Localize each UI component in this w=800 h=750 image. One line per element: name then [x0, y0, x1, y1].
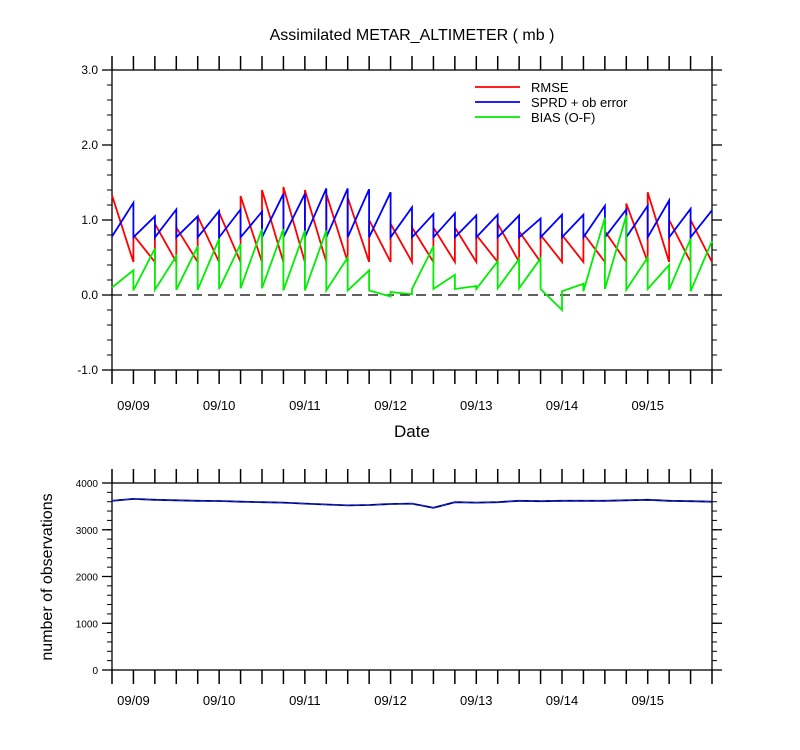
x-tick-label: 09/10: [203, 398, 236, 413]
y-tick-label: 3000: [76, 526, 99, 537]
y-tick-label: 1000: [76, 619, 99, 630]
x-tick-label: 09/14: [546, 398, 579, 413]
y-axis-label-observations: number of observations: [39, 493, 56, 660]
series-line-overlay: [111, 498, 713, 509]
legend-label: BIAS (O-F): [531, 110, 595, 125]
series-line-2: [111, 215, 713, 313]
bottom-axes: 09/09 09/10 09/11 09/12 09/13 09/14 09/15 4000 3…: [76, 469, 722, 708]
x-tick-label: 09/12: [374, 693, 407, 708]
chart-title: Assimilated METAR_ALTIMETER ( mb ): [270, 27, 555, 44]
x-tick-label: 09/15: [631, 693, 664, 708]
x-tick-label: 09/09: [117, 398, 150, 413]
x-tick-label: 09/15: [631, 398, 664, 413]
x-tick-label: 09/11: [289, 693, 321, 708]
x-tick-label: 09/11: [289, 398, 321, 413]
y-tick-label: 4000: [76, 479, 99, 490]
y-tick-label: 0.0: [81, 288, 98, 302]
y-tick-label: 0: [92, 666, 98, 677]
bottom-series: [111, 497, 713, 509]
x-tick-label: 09/12: [374, 398, 407, 413]
y-tick-label: -1.0: [77, 363, 98, 377]
y-tick-label: 1.0: [81, 213, 98, 227]
top-series: [111, 186, 713, 313]
y-tick-label: 2.0: [81, 138, 98, 152]
y-tick-label: 2000: [76, 573, 99, 584]
x-tick-label: 09/09: [117, 693, 150, 708]
x-tick-label: 09/13: [460, 398, 493, 413]
x-tick-label: 09/13: [460, 693, 493, 708]
legend-label: SPRD + ob error: [531, 95, 628, 110]
x-tick-label: 09/10: [203, 693, 236, 708]
bottom-plot-frame: [111, 482, 713, 671]
y-tick-label: 3.0: [81, 63, 98, 77]
x-axis-label: Date: [394, 422, 430, 441]
legend-label: RMSE: [531, 80, 569, 95]
bottom-panel: 09/09 09/10 09/11 09/12 09/13 09/14 09/15 4000 3…: [39, 469, 722, 708]
x-tick-label: 09/14: [546, 693, 579, 708]
top-axes: 09/09 09/10 09/11 09/12 09/13 09/14 09/15 3.0 2.…: [77, 56, 722, 413]
top-panel: Assimilated METAR_ALTIMETER ( mb ) 09/09…: [77, 27, 722, 441]
